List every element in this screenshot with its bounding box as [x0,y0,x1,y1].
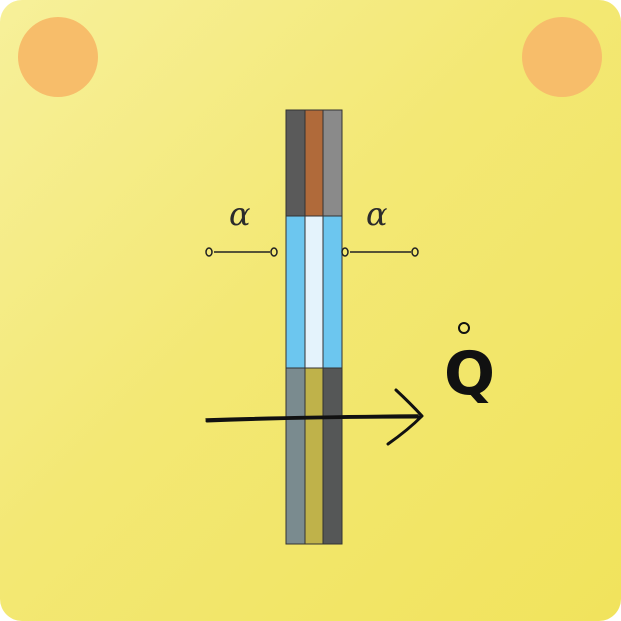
alpha-label-right: α [366,195,388,233]
layer-top-right [322,109,343,217]
layer-mid-center [304,215,324,369]
layer-top-center [304,109,324,217]
layer-mid-right [322,215,343,369]
heat-flow-label: Q [444,339,496,409]
corner-dot-left [18,17,98,97]
corner-dot-right [522,17,602,97]
layer-top-left [285,109,306,217]
layer-bottom-left [285,367,306,545]
boundary-line-left [205,247,278,257]
boundary-line-right [341,247,419,257]
alpha-label-left: α [229,195,251,233]
arrow-right-icon [205,388,424,446]
layer-mid-left [285,215,306,369]
layer-bottom-center [304,367,324,545]
layer-bottom-right [322,367,343,545]
q-dot-accent [458,322,470,334]
